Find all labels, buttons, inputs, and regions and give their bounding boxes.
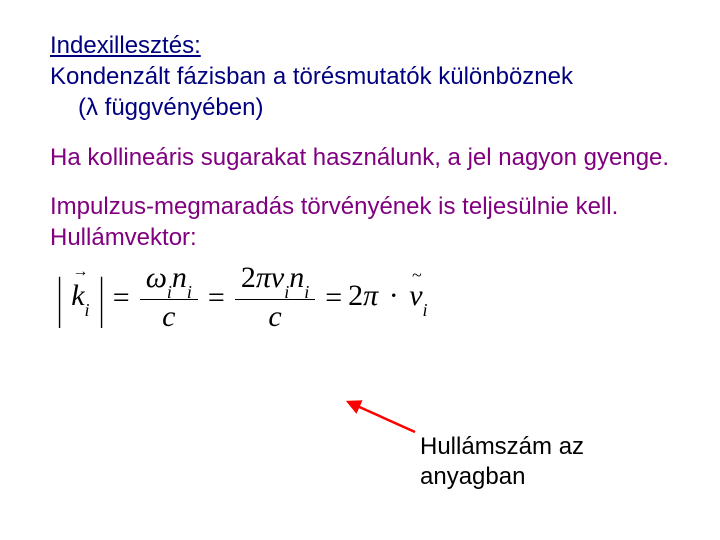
annotation-label: Hullámszám az anyagban — [420, 432, 584, 492]
arrow-icon — [0, 0, 720, 540]
annotation-line2: anyagban — [420, 463, 525, 490]
annotation-line1: Hullámszám az — [420, 433, 584, 460]
